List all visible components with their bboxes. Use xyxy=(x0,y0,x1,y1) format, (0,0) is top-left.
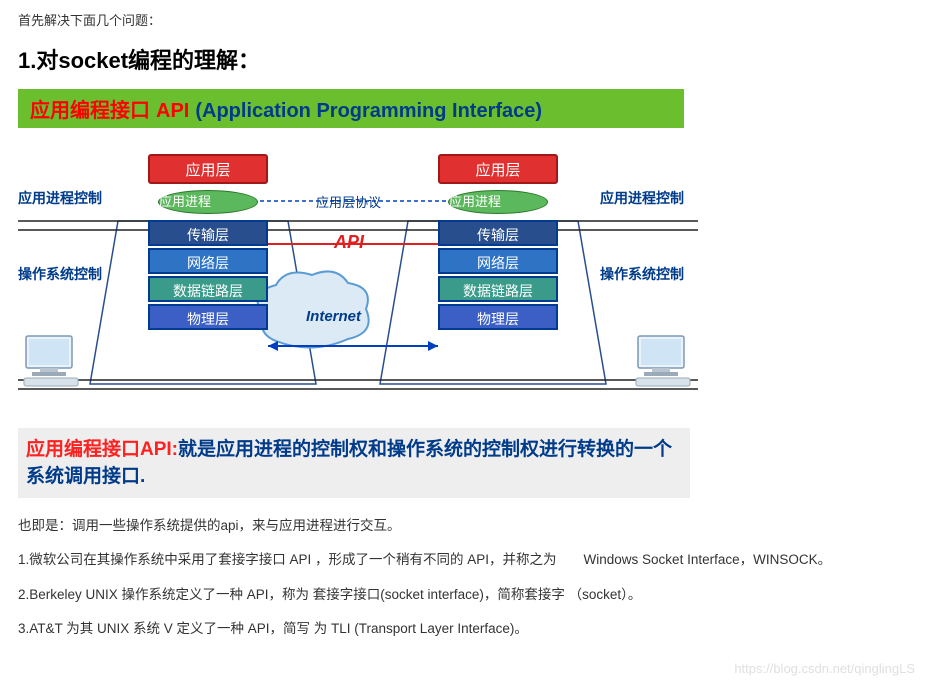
watermark: https://blog.csdn.net/qinglingLS xyxy=(734,661,915,676)
layer-application: 应用层 xyxy=(438,154,558,184)
label-os-ctrl-left: 操作系统控制 xyxy=(18,264,102,284)
diagram-svg xyxy=(18,146,698,416)
label-api: API xyxy=(334,232,364,253)
layer-datalink: 数据链路层 xyxy=(438,276,558,302)
banner-cn: 应用编程接口 xyxy=(30,94,150,123)
layer-process: 应用进程 xyxy=(158,190,258,214)
api-banner: 应用编程接口 API (Application Programming Inte… xyxy=(18,89,684,128)
right-stack: 应用层 应用进程 传输层 网络层 数据链路层 物理层 xyxy=(438,154,558,332)
layer-physical: 物理层 xyxy=(438,304,558,330)
paragraph-1: 1.微软公司在其操作系统中采用了套接字接口 API ，形成了一个稍有不同的 AP… xyxy=(18,550,911,570)
paragraph-0: 也即是：调用一些操作系统提供的api，来与应用进程进行交互。 xyxy=(18,516,911,536)
explain-box: 应用编程接口API:就是应用进程的控制权和操作系统的控制权进行转换的一个系统调用… xyxy=(18,428,690,498)
banner-en: (Application Programming Interface) xyxy=(195,100,542,123)
layer-network: 网络层 xyxy=(438,248,558,274)
layer-transport: 传输层 xyxy=(148,220,268,246)
left-stack: 应用层 应用进程 传输层 网络层 数据链路层 物理层 xyxy=(148,154,268,332)
layer-physical: 物理层 xyxy=(148,304,268,330)
layer-application: 应用层 xyxy=(148,154,268,184)
label-internet: Internet xyxy=(306,308,361,325)
banner-api: API xyxy=(156,100,189,123)
label-app-protocol: 应用层协议 xyxy=(316,192,381,211)
label-app-ctrl-left: 应用进程控制 xyxy=(18,188,102,208)
paragraph-2: 2.Berkeley UNIX 操作系统定义了一种 API，称为 套接字接口(s… xyxy=(18,585,911,605)
explain-prefix: 应用编程接口API: xyxy=(26,439,178,460)
label-app-ctrl-right: 应用进程控制 xyxy=(600,188,684,208)
label-os-ctrl-right: 操作系统控制 xyxy=(600,264,684,284)
layer-network: 网络层 xyxy=(148,248,268,274)
paragraph-3: 3.AT&T 为其 UNIX 系统 V 定义了一种 API，简写 为 TLI (… xyxy=(18,619,911,639)
layer-process: 应用进程 xyxy=(448,190,548,214)
network-stack-diagram: 应用层 应用进程 传输层 网络层 数据链路层 物理层 应用层 应用进程 传输层 … xyxy=(18,146,698,416)
layer-transport: 传输层 xyxy=(438,220,558,246)
layer-datalink: 数据链路层 xyxy=(148,276,268,302)
section-heading: 1.对socket编程的理解： xyxy=(18,43,911,75)
intro-text: 首先解决下面几个问题： xyxy=(18,10,911,29)
